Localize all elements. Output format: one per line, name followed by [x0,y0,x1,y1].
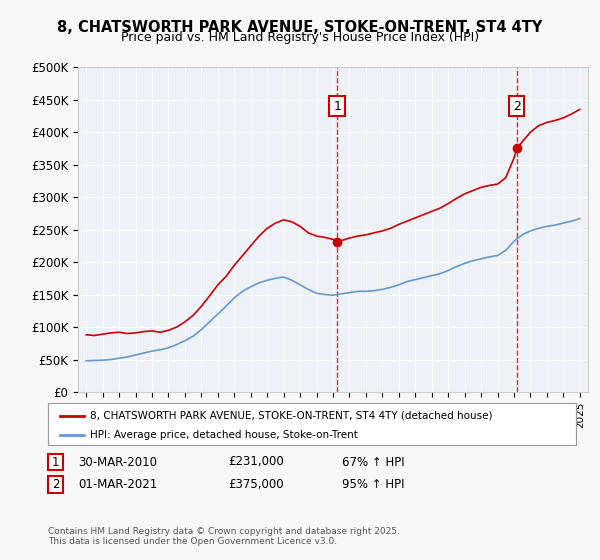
Text: Price paid vs. HM Land Registry's House Price Index (HPI): Price paid vs. HM Land Registry's House … [121,31,479,44]
Text: Contains HM Land Registry data © Crown copyright and database right 2025.
This d: Contains HM Land Registry data © Crown c… [48,526,400,546]
Text: 1: 1 [52,455,59,469]
Text: £375,000: £375,000 [228,478,284,491]
Text: 30-MAR-2010: 30-MAR-2010 [78,455,157,469]
Text: 8, CHATSWORTH PARK AVENUE, STOKE-ON-TRENT, ST4 4TY: 8, CHATSWORTH PARK AVENUE, STOKE-ON-TREN… [58,20,542,35]
Text: 2: 2 [513,100,521,113]
Text: 01-MAR-2021: 01-MAR-2021 [78,478,157,491]
Text: 2: 2 [52,478,59,491]
Text: £231,000: £231,000 [228,455,284,469]
Text: 8, CHATSWORTH PARK AVENUE, STOKE-ON-TRENT, ST4 4TY (detached house): 8, CHATSWORTH PARK AVENUE, STOKE-ON-TREN… [90,411,493,421]
Text: HPI: Average price, detached house, Stoke-on-Trent: HPI: Average price, detached house, Stok… [90,430,358,440]
Text: 67% ↑ HPI: 67% ↑ HPI [342,455,404,469]
Text: 1: 1 [333,100,341,113]
Text: 95% ↑ HPI: 95% ↑ HPI [342,478,404,491]
